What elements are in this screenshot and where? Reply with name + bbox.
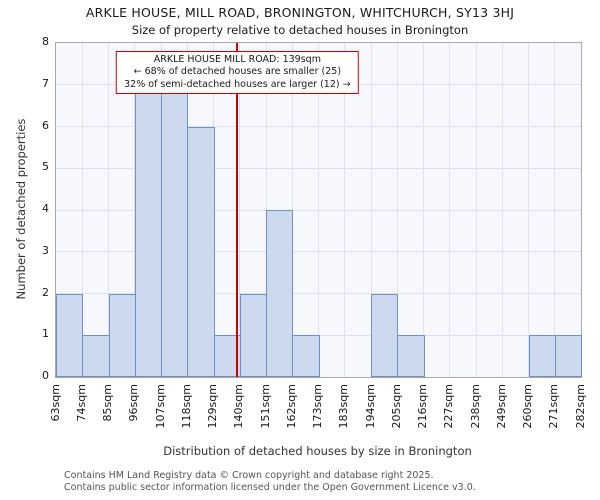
histogram-bar <box>108 293 136 377</box>
y-tick-label: 3 <box>42 243 49 257</box>
gridline-vertical <box>370 43 372 377</box>
annotation-line-2: ← 68% of detached houses are smaller (25… <box>133 66 342 78</box>
gridline-vertical <box>423 43 424 377</box>
x-tick-label: 205sqm <box>389 384 403 429</box>
x-axis-label: Distribution of detached houses by size … <box>163 444 472 458</box>
chart-title: ARKLE HOUSE, MILL ROAD, BRONINGTON, WHIT… <box>85 5 515 20</box>
x-tick-label: 194sqm <box>363 384 377 429</box>
x-tick-label: 151sqm <box>258 384 272 429</box>
gridline-vertical <box>475 43 477 377</box>
x-tick-label: 183sqm <box>337 384 351 429</box>
gridline-vertical <box>239 43 241 377</box>
histogram-bar <box>239 293 267 377</box>
histogram-bar <box>134 84 162 377</box>
y-tick-label: 6 <box>42 118 49 132</box>
y-tick-label: 1 <box>42 327 49 341</box>
gridline-vertical <box>108 43 109 377</box>
gridline-vertical <box>449 43 451 377</box>
footer: Contains HM Land Registry data © Crown c… <box>64 470 476 493</box>
x-tick-label: 74sqm <box>74 384 88 422</box>
x-tick-label: 96sqm <box>127 384 141 422</box>
x-tick-label: 162sqm <box>284 384 298 429</box>
annotation-line-3: 32% of semi-detached houses are larger (… <box>124 78 351 90</box>
histogram-bar <box>554 335 582 377</box>
y-tick-label: 4 <box>42 202 49 215</box>
y-tick-label: 7 <box>42 76 49 90</box>
histogram-bar <box>161 84 189 377</box>
histogram-bar <box>187 126 215 377</box>
footer-line-2: Contains public sector information licen… <box>64 481 476 493</box>
x-tick-label: 238sqm <box>468 384 482 429</box>
y-tick-label: 5 <box>42 160 49 174</box>
x-tick-label: 227sqm <box>442 384 456 429</box>
x-tick-label: 260sqm <box>521 384 534 429</box>
footer-line-1: Contains HM Land Registry data © Crown c… <box>64 470 434 481</box>
annotation-box: ARKLE HOUSE MILL ROAD: 139sqm ← 68% of d… <box>116 51 359 95</box>
x-tick-label: 173sqm <box>311 384 324 429</box>
histogram-bar <box>528 335 556 377</box>
histogram-bar <box>397 335 425 377</box>
gridline-vertical <box>501 43 503 377</box>
histogram-bar <box>56 293 84 377</box>
gridline-vertical <box>344 43 346 377</box>
gridline-vertical <box>81 43 83 377</box>
gridline-vertical <box>396 43 398 377</box>
x-tick-label: 282sqm <box>573 384 587 429</box>
y-tick-label: 2 <box>42 285 49 299</box>
gridline-vertical <box>528 43 529 377</box>
histogram-bar <box>266 210 294 377</box>
property-marker-line <box>236 43 239 377</box>
x-tick-label: 63sqm <box>48 384 62 422</box>
x-tick-label: 140sqm <box>232 384 246 429</box>
x-tick-label: 129sqm <box>206 384 219 429</box>
x-tick-label: 249sqm <box>494 384 508 429</box>
gridline-vertical <box>318 43 319 377</box>
plot-area: ARKLE HOUSE MILL ROAD: 139sqm ← 68% of d… <box>55 42 582 378</box>
x-tick-label: 118sqm <box>179 384 193 429</box>
annotation-line-1: ARKLE HOUSE MILL ROAD: 139sqm <box>153 54 321 65</box>
chart-subtitle: Size of property relative to detached ho… <box>131 23 469 37</box>
histogram-bar <box>82 335 110 377</box>
x-tick-label: 271sqm <box>547 384 561 429</box>
x-tick-label: 216sqm <box>416 384 429 429</box>
x-tick-label: 107sqm <box>153 384 167 429</box>
gridline-vertical <box>554 43 556 377</box>
histogram-bar <box>371 293 399 377</box>
y-tick-label: 0 <box>42 369 49 382</box>
histogram-bar <box>292 335 320 377</box>
x-tick-label: 85sqm <box>101 384 114 422</box>
y-tick-label: 8 <box>42 35 49 48</box>
